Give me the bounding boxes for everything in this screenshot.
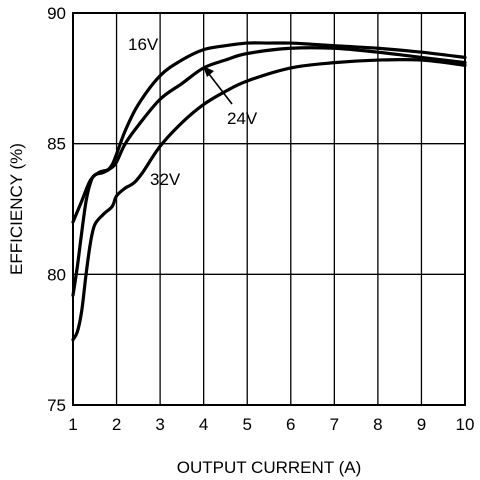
y-tick-label: 85 xyxy=(47,135,66,154)
plot-frame xyxy=(72,12,466,406)
y-tick-label: 90 xyxy=(47,4,66,23)
y-tick-label: 80 xyxy=(47,265,66,284)
tick-labels: 1 2 3 4 5 6 7 8 9 10 75 80 85 90 xyxy=(47,4,474,434)
curve-label-16v: 16V xyxy=(128,35,159,54)
x-tick-label: 2 xyxy=(112,415,121,434)
annotation-arrow-line xyxy=(208,73,233,105)
x-tick-label: 10 xyxy=(456,415,475,434)
curve-annotations: 16V 24V 32V xyxy=(128,35,258,189)
annotation-arrow-head xyxy=(203,66,214,77)
x-tick-label: 6 xyxy=(286,415,295,434)
grid xyxy=(73,13,465,405)
curve-label-32v: 32V xyxy=(150,170,181,189)
x-tick-label: 8 xyxy=(373,415,382,434)
x-axis-label: OUTPUT CURRENT (A) xyxy=(177,458,362,477)
x-tick-label: 4 xyxy=(199,415,208,434)
curve-label-24v: 24V xyxy=(227,109,258,128)
y-tick-label: 75 xyxy=(47,396,66,415)
y-axis-label: EFFICIENCY (%) xyxy=(7,143,26,275)
series-line-24v xyxy=(71,46,467,297)
x-tick-label: 9 xyxy=(417,415,426,434)
series-line-32v xyxy=(71,57,467,342)
x-tick-label: 1 xyxy=(68,415,77,434)
series-lines xyxy=(71,41,467,342)
x-tick-label: 5 xyxy=(242,415,251,434)
x-tick-label: 3 xyxy=(155,415,164,434)
x-tick-label: 7 xyxy=(330,415,339,434)
